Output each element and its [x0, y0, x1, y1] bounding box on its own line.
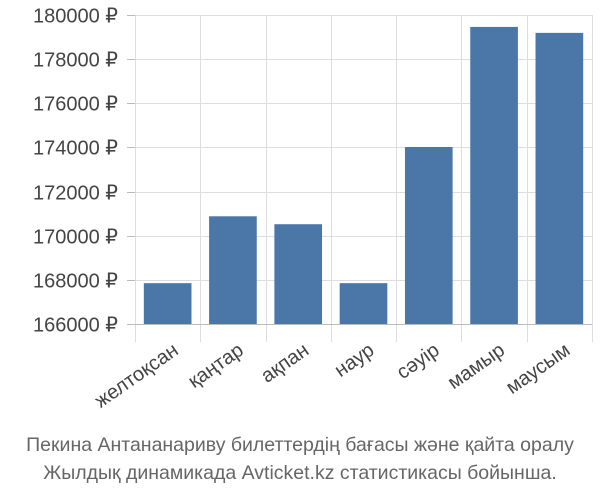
y-tick-label: 170000 ₽ — [33, 227, 118, 249]
x-tick-label: наур — [331, 339, 379, 382]
y-tick-label: 166000 ₽ — [33, 315, 118, 337]
x-tick-label: қаңтар — [184, 339, 247, 393]
x-tick-label: мамыр — [444, 339, 509, 394]
caption-line-2: Жылдық динамикада Avticket.kz статистика… — [43, 462, 557, 484]
bar — [470, 26, 518, 324]
y-tick-label: 180000 ₽ — [33, 6, 118, 28]
caption-line-1: Пекина Антананариву билеттердің бағасы ж… — [26, 434, 574, 456]
y-tick-label: 174000 ₽ — [33, 138, 118, 160]
bar — [404, 146, 453, 324]
x-tick-label: ақпан — [257, 339, 313, 387]
y-tick-label: 172000 ₽ — [33, 183, 118, 205]
bar — [143, 283, 192, 324]
y-tick-label: 178000 ₽ — [33, 50, 118, 72]
bar — [274, 224, 323, 324]
bar — [535, 32, 584, 324]
x-tick-label: желтоқсан — [91, 339, 183, 412]
y-tick-label: 168000 ₽ — [33, 271, 118, 293]
bar — [209, 216, 257, 324]
bar — [339, 283, 388, 324]
y-tick-label: 176000 ₽ — [33, 94, 118, 116]
bar-chart: 166000 ₽ 168000 ₽ 170000 ₽ 172000 ₽ 174000 ₽… — [33, 6, 593, 412]
x-tick-label: маусым — [502, 339, 574, 399]
x-tick-label: сәуір — [393, 339, 444, 384]
